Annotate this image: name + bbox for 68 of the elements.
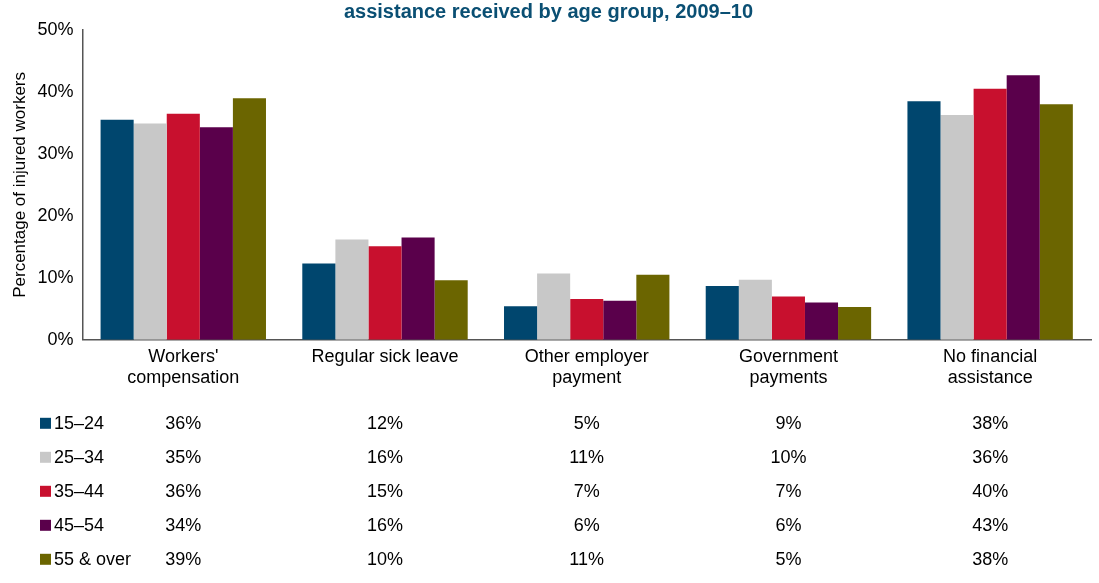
data-label: 10% <box>770 446 807 467</box>
legend-label: 35–44 <box>54 480 105 501</box>
data-label: 16% <box>366 514 404 535</box>
bar <box>636 274 670 340</box>
data-label: 11% <box>569 446 605 467</box>
data-label: 16% <box>366 446 404 467</box>
bar <box>401 237 435 340</box>
data-label: 6% <box>573 514 600 535</box>
data-label: 15% <box>366 480 404 501</box>
bar <box>973 88 1007 340</box>
data-label: 6% <box>775 514 802 535</box>
data-label: 38% <box>972 548 1009 569</box>
bar <box>100 119 134 340</box>
legend-label: 15–24 <box>54 412 105 433</box>
y-tick-label: 40% <box>37 80 74 101</box>
data-label: 34% <box>165 514 202 535</box>
chart-title: assistance received by age group, 2009–10 <box>343 0 754 22</box>
bar <box>838 306 872 340</box>
data-label: 5% <box>573 412 600 433</box>
data-label: 36% <box>165 412 202 433</box>
bar <box>335 239 369 340</box>
bar <box>166 113 200 340</box>
y-tick-label: 50% <box>37 18 74 39</box>
bar <box>434 280 468 340</box>
bar <box>738 279 772 340</box>
y-tick-label: 20% <box>37 204 74 225</box>
bar <box>570 298 604 340</box>
data-label: 36% <box>972 446 1009 467</box>
y-tick-label: 30% <box>37 142 74 163</box>
x-tick-label: Government payments <box>738 345 838 388</box>
bar <box>603 300 637 340</box>
data-label: 36% <box>165 480 202 501</box>
y-tick-label: 0% <box>47 328 74 349</box>
x-tick-label: No financial assistance <box>943 345 1038 388</box>
data-label: 9% <box>775 412 802 433</box>
data-label: 38% <box>972 412 1009 433</box>
data-label: 7% <box>573 480 600 501</box>
data-label: 10% <box>366 548 404 569</box>
data-label: 35% <box>165 446 202 467</box>
data-label: 12% <box>366 412 404 433</box>
bar <box>1006 75 1040 340</box>
y-axis-title: Percentage of injured workers <box>9 71 29 298</box>
bar <box>907 101 941 340</box>
legend-label: 55 & over <box>54 548 132 569</box>
data-label: 40% <box>972 480 1009 501</box>
bar <box>232 98 266 340</box>
x-tick-label: Regular sick leave <box>311 345 459 366</box>
bar <box>199 127 233 340</box>
bar <box>504 306 538 340</box>
legend-label: 25–34 <box>54 446 105 467</box>
data-label: 39% <box>165 548 202 569</box>
bar <box>804 302 839 340</box>
legend-label: 45–54 <box>54 514 105 535</box>
bar <box>302 263 336 340</box>
bar <box>537 273 571 340</box>
data-label: 7% <box>775 480 802 501</box>
x-tick-label: Other employer payment <box>524 345 649 388</box>
bar <box>940 114 974 340</box>
bar <box>771 296 805 340</box>
bar <box>133 123 167 340</box>
data-label: 5% <box>775 548 802 569</box>
data-label: 43% <box>972 514 1009 535</box>
x-tick-label: Workers' compensation <box>127 345 240 388</box>
bar <box>705 285 739 340</box>
data-label: 11% <box>569 548 605 569</box>
bar <box>368 246 402 340</box>
y-tick-label: 10% <box>37 266 74 287</box>
bar <box>1039 104 1073 340</box>
